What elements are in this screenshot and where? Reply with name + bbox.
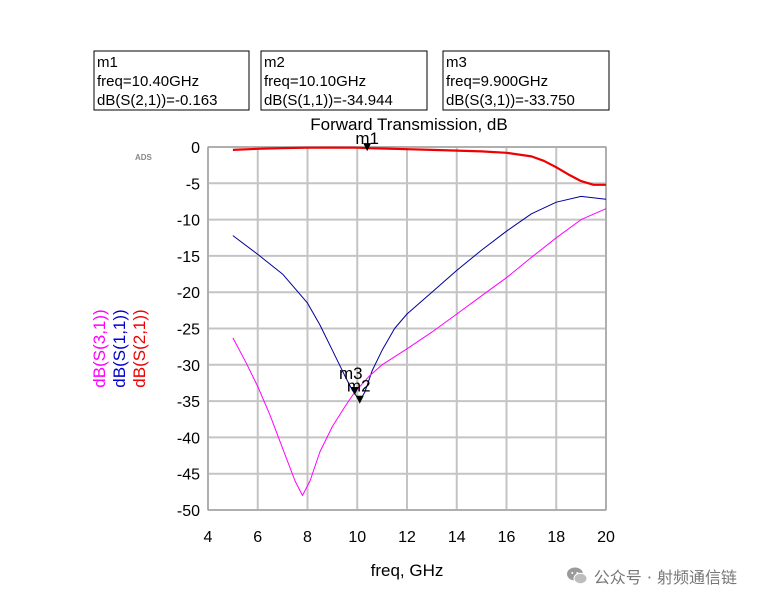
watermark: 公众号 · 射频通信链: [566, 564, 737, 588]
marker-readout-line: m2: [264, 54, 285, 71]
marker-readout-line: freq=9.900GHz: [446, 73, 548, 90]
y-tick-label: -20: [177, 285, 200, 302]
marker-readout-box: [93, 50, 250, 111]
y-tick-label: -25: [177, 322, 200, 339]
marker-label-m1: m1: [355, 129, 379, 148]
y-tick-label: -15: [177, 249, 200, 266]
y-tick-label: -50: [177, 503, 200, 520]
marker-readout-line: dB(S(3,1))=-33.750: [446, 92, 575, 109]
y-axis-series-label: dB(S(1,1)): [110, 309, 129, 387]
x-tick-label: 18: [547, 529, 565, 546]
marker-readout-box: [260, 50, 428, 111]
y-axis-series-label: dB(S(3,1)): [90, 309, 109, 387]
marker-readout-line: freq=10.40GHz: [97, 73, 199, 90]
marker-m2: [355, 395, 364, 404]
series-line-dbs31: [232, 208, 607, 496]
x-tick-label: 8: [303, 529, 312, 546]
marker-readout-line: freq=10.10GHz: [264, 73, 366, 90]
y-tick-label: 0: [191, 140, 200, 157]
series-line-dbs11: [232, 195, 607, 402]
y-tick-label: -35: [177, 394, 200, 411]
x-axis-label: freq, GHz: [371, 561, 444, 580]
marker-m1: [363, 143, 372, 152]
marker-m3: [350, 387, 359, 396]
watermark-text: 公众号 · 射频通信链: [593, 568, 737, 587]
wechat-icon: [566, 567, 588, 585]
marker-readout-line: dB(S(1,1))=-34.944: [264, 92, 393, 109]
marker-readout-line: dB(S(2,1))=-0.163: [97, 92, 217, 109]
x-tick-label: 14: [448, 529, 466, 546]
marker-readout-line: m3: [446, 54, 467, 71]
series-line-dbs21: [232, 146, 606, 186]
marker-label-m3: m3: [339, 364, 363, 383]
x-tick-label: 20: [597, 529, 615, 546]
y-tick-label: -10: [177, 213, 200, 230]
marker-readout-box: [442, 50, 610, 111]
y-axis-series-label: dB(S(2,1)): [130, 309, 149, 387]
y-tick-label: -45: [177, 467, 200, 484]
y-tick-label: -5: [186, 176, 200, 193]
marker-readout-line: m1: [97, 54, 118, 71]
chart-title: Forward Transmission, dB: [310, 115, 507, 134]
x-tick-label: 4: [204, 529, 213, 546]
x-tick-label: 6: [253, 529, 262, 546]
y-tick-label: -40: [177, 430, 200, 447]
x-tick-label: 16: [498, 529, 516, 546]
plot-frame: [207, 146, 607, 511]
x-tick-label: 10: [348, 529, 366, 546]
ads-corner-tag: ADS: [135, 153, 153, 162]
y-tick-label: -30: [177, 358, 200, 375]
x-tick-label: 12: [398, 529, 416, 546]
